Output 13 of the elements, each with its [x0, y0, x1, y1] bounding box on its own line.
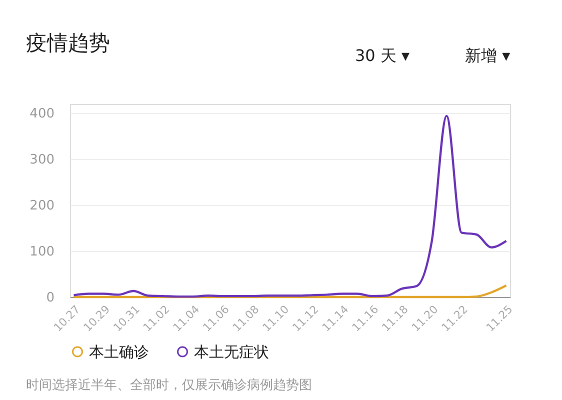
text: 时间选择近半年、全部时，仅展示确诊病例趋势图 — [26, 378, 312, 393]
legend-label: 本土无症状 — [194, 342, 269, 361]
text: 新增 ▾ — [465, 46, 510, 65]
y-tick-label: 200 — [30, 198, 54, 214]
y-tick-label: 100 — [30, 244, 54, 260]
chart-title: 疫情趋势 — [26, 31, 110, 55]
line-series — [72, 284, 508, 298]
y-tick-label: 0 — [46, 290, 54, 306]
line-series — [72, 114, 508, 298]
legend-label: 本土确诊 — [89, 342, 149, 361]
y-tick-label: 300 — [30, 152, 54, 168]
text: 30 天 ▾ — [355, 46, 410, 65]
y-tick-label: 400 — [30, 106, 54, 122]
